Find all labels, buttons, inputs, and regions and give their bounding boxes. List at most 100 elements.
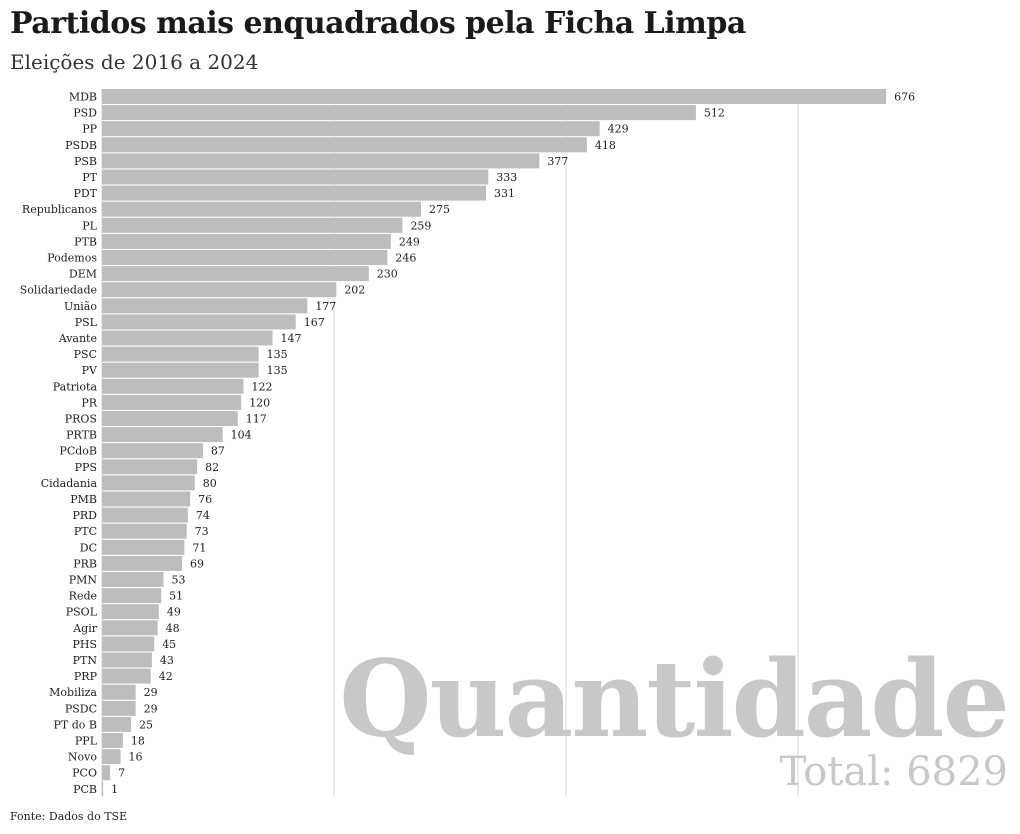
category-label: PHS [72,638,97,651]
value-label: 117 [246,413,267,426]
category-label: PRP [74,670,98,683]
total-label: Total: 6829 [779,749,1008,795]
bar-pp [102,121,600,137]
value-label: 42 [159,670,173,683]
bar-podemos [102,250,388,265]
value-label: 87 [211,445,225,458]
category-label: MDB [69,91,97,104]
bar-solidariedade [102,282,337,298]
value-label: 259 [410,219,431,232]
bar-dem [102,266,369,282]
value-label: 73 [195,525,209,538]
category-label: PROS [65,413,97,426]
bar-ppl [102,733,123,748]
value-label: 104 [231,429,252,442]
bar-ptc [102,523,187,539]
bars [102,89,887,797]
category-label: PR [81,396,97,409]
source-note: Fonte: Dados do TSE [10,810,128,823]
value-label: 76 [198,493,212,506]
bar-cidadania [102,475,195,491]
value-label: 45 [162,638,176,651]
bar-psc [102,346,259,362]
bar-psb [102,153,540,169]
category-label: Mobiliza [49,686,97,699]
value-label: 25 [139,718,153,731]
category-label: PSL [75,316,98,329]
category-label: União [64,300,97,313]
bar-rede [102,588,162,604]
category-label: PMN [69,574,98,587]
bar-dc [102,539,185,555]
bar-pt-do-b [102,716,131,732]
value-label: 429 [608,123,629,136]
category-label: PPL [75,735,98,748]
category-label: PRTB [66,429,97,442]
value-label: 512 [704,107,725,120]
category-label: Solidariedade [20,284,97,297]
category-label: Cidadania [41,477,98,490]
category-label: PCB [73,783,97,796]
category-label: Rede [69,590,97,603]
value-label: 246 [395,252,416,265]
bar-pcdob [102,443,203,459]
value-label: 74 [196,509,210,522]
category-label: Novo [68,751,97,764]
bar-prtb [102,427,223,443]
value-label: 48 [166,622,180,635]
value-label: 135 [267,348,288,361]
category-label: PV [82,364,98,377]
category-label: Podemos [47,252,97,265]
value-label: 377 [547,155,568,168]
value-label: 71 [192,541,206,554]
category-label: PSDC [65,702,97,715]
value-label: 135 [267,364,288,377]
value-labels: 676 512 429 418 377 333 331 275 259 249 246 230 202 1… [111,91,915,796]
value-label: 82 [205,461,219,474]
category-label: PSD [73,107,97,120]
bar-união [102,298,308,314]
category-label: PMB [70,493,97,506]
bar-mobiliza [102,684,136,700]
bar-novo [102,749,121,765]
category-label: PP [82,123,97,136]
value-label: 43 [160,654,174,667]
category-label: PTB [74,235,97,248]
category-label: Patriota [53,380,98,393]
value-label: 167 [304,316,325,329]
category-label: Republicanos [22,203,97,216]
value-label: 275 [429,203,450,216]
bar-prd [102,507,188,523]
category-label: PCO [72,767,97,780]
value-label: 147 [281,332,302,345]
bar-pco [102,765,111,781]
category-label: Avante [58,332,97,345]
category-label: PCdoB [59,445,97,458]
bar-pcb [102,781,104,797]
category-label: DC [80,541,97,554]
category-labels: MDB PSD PP PSDB PSB PT PDT Republicanos PL PTB Pod… [20,91,98,796]
chart-subtitle: Eleições de 2016 a 2024 [10,50,259,74]
category-label: PSDB [65,139,97,152]
bar-pv [102,362,259,378]
value-label: 18 [131,735,145,748]
bar-republicanos [102,201,421,217]
value-label: 120 [249,396,270,409]
category-label: PRD [72,509,97,522]
category-label: PSOL [66,606,98,619]
value-label: 51 [169,590,183,603]
bar-pps [102,459,198,475]
bar-prp [102,668,151,684]
value-label: 1 [111,783,118,796]
chart-title: Partidos mais enquadrados pela Ficha Lim… [10,6,746,41]
category-label: PL [82,219,97,232]
bar-agir [102,620,158,636]
bar-pl [102,217,403,233]
value-label: 230 [377,268,398,281]
value-label: 80 [203,477,217,490]
value-label: 418 [595,139,616,152]
value-label: 177 [315,300,336,313]
bar-pros [102,411,238,426]
value-label: 7 [118,767,125,780]
